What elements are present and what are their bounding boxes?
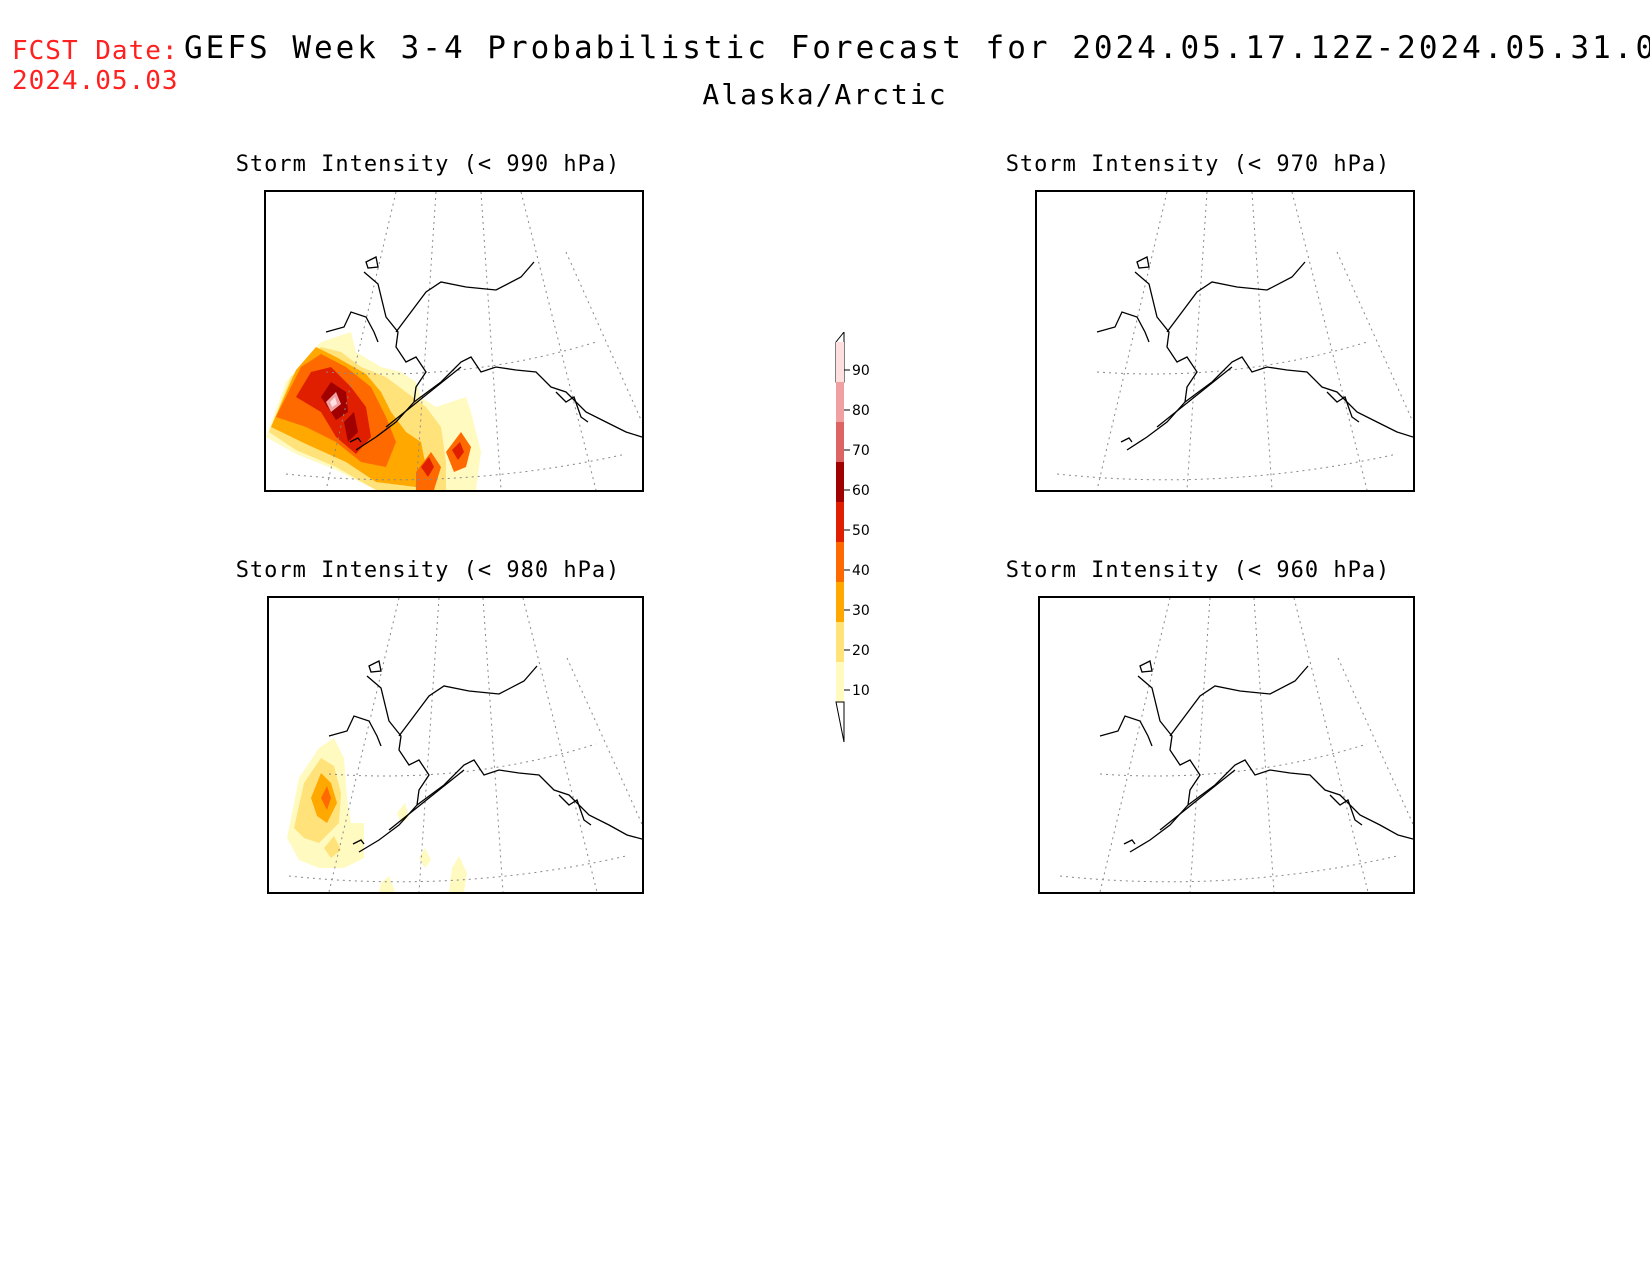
forecast-date-block: FCST Date: 2024.05.03 — [12, 36, 179, 96]
forecast-date-label: FCST Date: — [12, 36, 179, 66]
colorbar-label-70: 70 — [852, 443, 870, 459]
colorbar-label-90: 90 — [852, 363, 870, 379]
map-980-svg — [287, 598, 642, 892]
graticule-970 — [1056, 192, 1413, 490]
colorbar-box-20 — [836, 622, 844, 662]
colorbar-label-40: 40 — [852, 563, 870, 579]
colorbar-boxes — [836, 342, 844, 702]
probability-shading-990 — [266, 332, 481, 490]
map-960-svg — [1059, 598, 1413, 892]
colorbar-box-40 — [836, 542, 844, 582]
probability-colorbar: 10 20 30 40 50 60 70 80 90 — [820, 330, 900, 752]
region-subtitle: Alaska/Arctic — [702, 78, 948, 111]
colorbar-box-60 — [836, 462, 844, 502]
colorbar-box-10 — [836, 662, 844, 702]
colorbar-labels: 10 20 30 40 50 60 70 80 90 — [844, 363, 870, 699]
colorbar-box-30 — [836, 582, 844, 622]
page-title: GEFS Week 3-4 Probabilistic Forecast for… — [184, 30, 1650, 66]
forecast-date-value: 2024.05.03 — [12, 66, 179, 96]
graticule-990 — [285, 192, 642, 490]
map-panel-980 — [267, 596, 644, 894]
map-panel-970 — [1035, 190, 1415, 492]
coastline-960 — [1099, 660, 1413, 853]
colorbar-label-20: 20 — [852, 643, 870, 659]
graticule-960 — [1059, 598, 1413, 892]
map-970-svg — [1056, 192, 1413, 490]
colorbar-label-10: 10 — [852, 683, 870, 699]
colorbar-box-70 — [836, 422, 844, 462]
panel-title-990: Storm Intensity (< 990 hPa) — [235, 152, 621, 177]
coastline-970 — [1096, 256, 1413, 451]
colorbar-label-80: 80 — [852, 403, 870, 419]
colorbar-label-50: 50 — [852, 523, 870, 539]
panel-title-980: Storm Intensity (< 980 hPa) — [235, 558, 621, 583]
colorbar-svg: 10 20 30 40 50 60 70 80 90 — [835, 330, 870, 743]
colorbar-box-80 — [836, 382, 844, 422]
map-panel-990 — [264, 190, 644, 492]
colorbar-label-30: 30 — [852, 603, 870, 619]
panel-title-970: Storm Intensity (< 970 hPa) — [1005, 152, 1391, 177]
panel-title-960: Storm Intensity (< 960 hPa) — [1005, 558, 1391, 583]
colorbar-bottom-triangle — [835, 701, 845, 743]
colorbar-label-60: 60 — [852, 483, 870, 499]
map-panel-960 — [1038, 596, 1415, 894]
probability-shading-980 — [287, 738, 467, 892]
map-990-svg — [266, 192, 642, 490]
colorbar-box-50 — [836, 502, 844, 542]
graticule-980 — [288, 598, 642, 892]
colorbar-box-90 — [836, 342, 844, 382]
coastline-980 — [328, 660, 642, 853]
coastline-990 — [325, 256, 642, 451]
